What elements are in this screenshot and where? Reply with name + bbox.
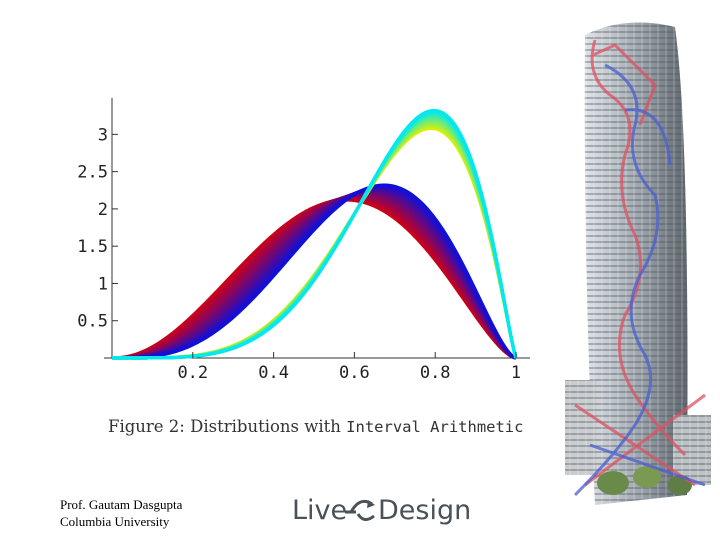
- series-2-curve: [112, 125, 518, 360]
- series-2-curve: [112, 116, 518, 360]
- series-2-curve: [112, 124, 518, 360]
- y-tick-label: 2.5: [77, 163, 108, 183]
- x-tick-label: 1: [511, 363, 521, 383]
- series-2-curve: [112, 110, 518, 360]
- series-2-curve: [112, 119, 518, 360]
- x-tick-label: 0.6: [339, 363, 370, 383]
- x-tick-label: 0.2: [177, 363, 208, 383]
- series-2-curve: [112, 113, 518, 360]
- y-tick-label: 3: [98, 125, 108, 145]
- logo-left-word: Live: [292, 495, 347, 526]
- series-2-curve: [112, 115, 518, 360]
- live-design-logo: Live Design: [292, 495, 470, 526]
- series-1-curve: [112, 183, 517, 360]
- logo-right-word: Design: [378, 495, 470, 526]
- series-2-curve: [112, 126, 518, 360]
- series-2-curve: [112, 111, 518, 360]
- flow-lines-red: [574, 39, 706, 487]
- tower-body: [584, 22, 688, 505]
- series-2-curve: [112, 117, 518, 360]
- y-tick-label: 1.5: [77, 237, 108, 257]
- caption-mono-text: Interval Arithmetic: [346, 418, 524, 436]
- x-tick-label: 0.4: [258, 363, 289, 383]
- author-block: Prof. Gautam Dasgupta Columbia Universit…: [60, 496, 182, 530]
- author-affiliation: Columbia University: [60, 514, 170, 529]
- series-2-curve: [112, 112, 518, 360]
- x-tick-label: 0.8: [420, 363, 451, 383]
- series-2-curve: [112, 123, 518, 360]
- skyscraper-with-flow-lines-icon: [565, 22, 711, 505]
- y-tick-label: 2: [98, 200, 108, 220]
- series-2-curve: [112, 118, 518, 360]
- flow-lines-blue: [573, 63, 706, 497]
- series-2-curve: [112, 114, 518, 360]
- figure-caption: Figure 2: Distributions with Interval Ar…: [108, 417, 523, 436]
- chart-ticks: 0.2 0.4 0.6 0.8 1 0.5 1 1.5 2 2.5 3: [77, 125, 521, 383]
- y-tick-label: 1: [98, 274, 108, 294]
- caption-text: Figure 2: Distributions with: [108, 417, 341, 436]
- author-name: Prof. Gautam Dasgupta: [60, 497, 183, 512]
- distribution-chart: 0.2 0.4 0.6 0.8 1 0.5 1 1.5 2 2.5 3: [77, 98, 530, 383]
- series-2-curve: [112, 121, 518, 360]
- chart-curves: [111, 108, 518, 360]
- logo-arrow-icon: [345, 499, 375, 521]
- series-2-curve: [112, 120, 518, 360]
- series-2-curve: [112, 108, 518, 360]
- series-2-curve: [112, 109, 518, 360]
- y-tick-label: 0.5: [77, 312, 108, 332]
- series-2-curve: [112, 122, 518, 360]
- series-2-curve: [112, 123, 518, 360]
